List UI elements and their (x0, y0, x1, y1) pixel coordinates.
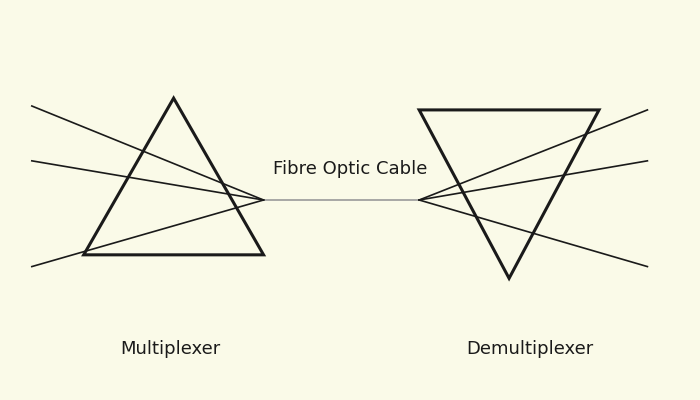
Text: Multiplexer: Multiplexer (120, 340, 220, 358)
Text: Demultiplexer: Demultiplexer (466, 340, 594, 358)
Text: Fibre Optic Cable: Fibre Optic Cable (273, 160, 427, 178)
